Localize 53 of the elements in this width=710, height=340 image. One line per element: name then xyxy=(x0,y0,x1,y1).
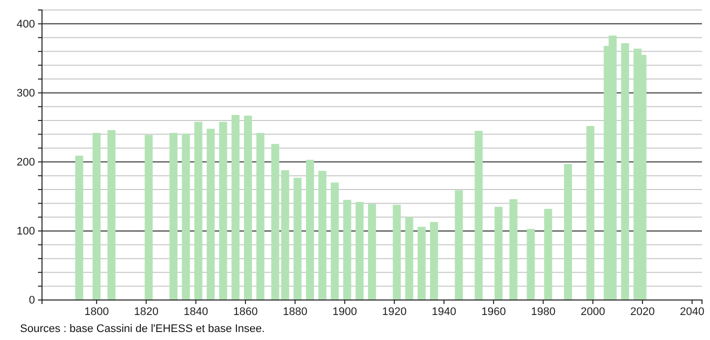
bar xyxy=(170,132,178,300)
y-tick-label: 300 xyxy=(16,87,35,100)
bar xyxy=(244,116,252,300)
bar xyxy=(232,114,240,300)
source-note: Sources : base Cassini de l'EHESS et base Insee. xyxy=(20,323,265,335)
bar xyxy=(368,204,376,300)
y-tick-label: 200 xyxy=(16,156,35,168)
bar xyxy=(306,160,314,300)
bar xyxy=(144,134,153,300)
x-tick-label: 1820 xyxy=(134,306,158,318)
bar xyxy=(494,206,503,300)
bar xyxy=(430,222,438,300)
x-tick-label: 1920 xyxy=(382,306,407,318)
bar xyxy=(564,164,572,300)
x-tick-label: 1940 xyxy=(432,306,456,318)
bar xyxy=(418,226,426,300)
x-tick-label: 1980 xyxy=(530,306,556,318)
y-tick-label: 0 xyxy=(28,294,35,307)
x-tick-label: 1960 xyxy=(481,306,506,318)
bar xyxy=(526,228,535,300)
bar xyxy=(544,208,552,300)
x-tick-label: 2020 xyxy=(630,306,655,318)
bar xyxy=(509,199,518,300)
bar xyxy=(621,43,630,300)
x-tick-label: 1800 xyxy=(84,306,109,318)
bar xyxy=(182,134,190,300)
bar xyxy=(392,204,401,300)
bar xyxy=(405,217,414,300)
bar xyxy=(343,200,352,300)
x-tick-label: 2040 xyxy=(680,306,704,318)
bar xyxy=(256,132,264,300)
bar xyxy=(281,170,290,300)
bar xyxy=(75,156,84,300)
bar xyxy=(454,190,463,300)
bar xyxy=(271,144,280,300)
x-tick-label: 1840 xyxy=(184,306,208,318)
bar xyxy=(294,178,302,300)
bar xyxy=(107,130,116,300)
bar xyxy=(92,132,101,300)
x-tick-label: 1900 xyxy=(332,306,357,318)
x-tick-label: 1880 xyxy=(282,306,308,318)
bar xyxy=(194,122,202,300)
bar xyxy=(356,202,364,300)
bar xyxy=(206,128,215,300)
bar xyxy=(219,122,228,300)
bar xyxy=(474,130,483,300)
y-tick-label: 400 xyxy=(16,18,35,30)
bar xyxy=(318,170,326,300)
y-tick-label: 100 xyxy=(16,225,35,238)
bar xyxy=(586,126,594,300)
bar xyxy=(330,182,339,300)
x-tick-label: 1860 xyxy=(233,306,258,318)
x-tick-label: 2000 xyxy=(580,306,606,318)
